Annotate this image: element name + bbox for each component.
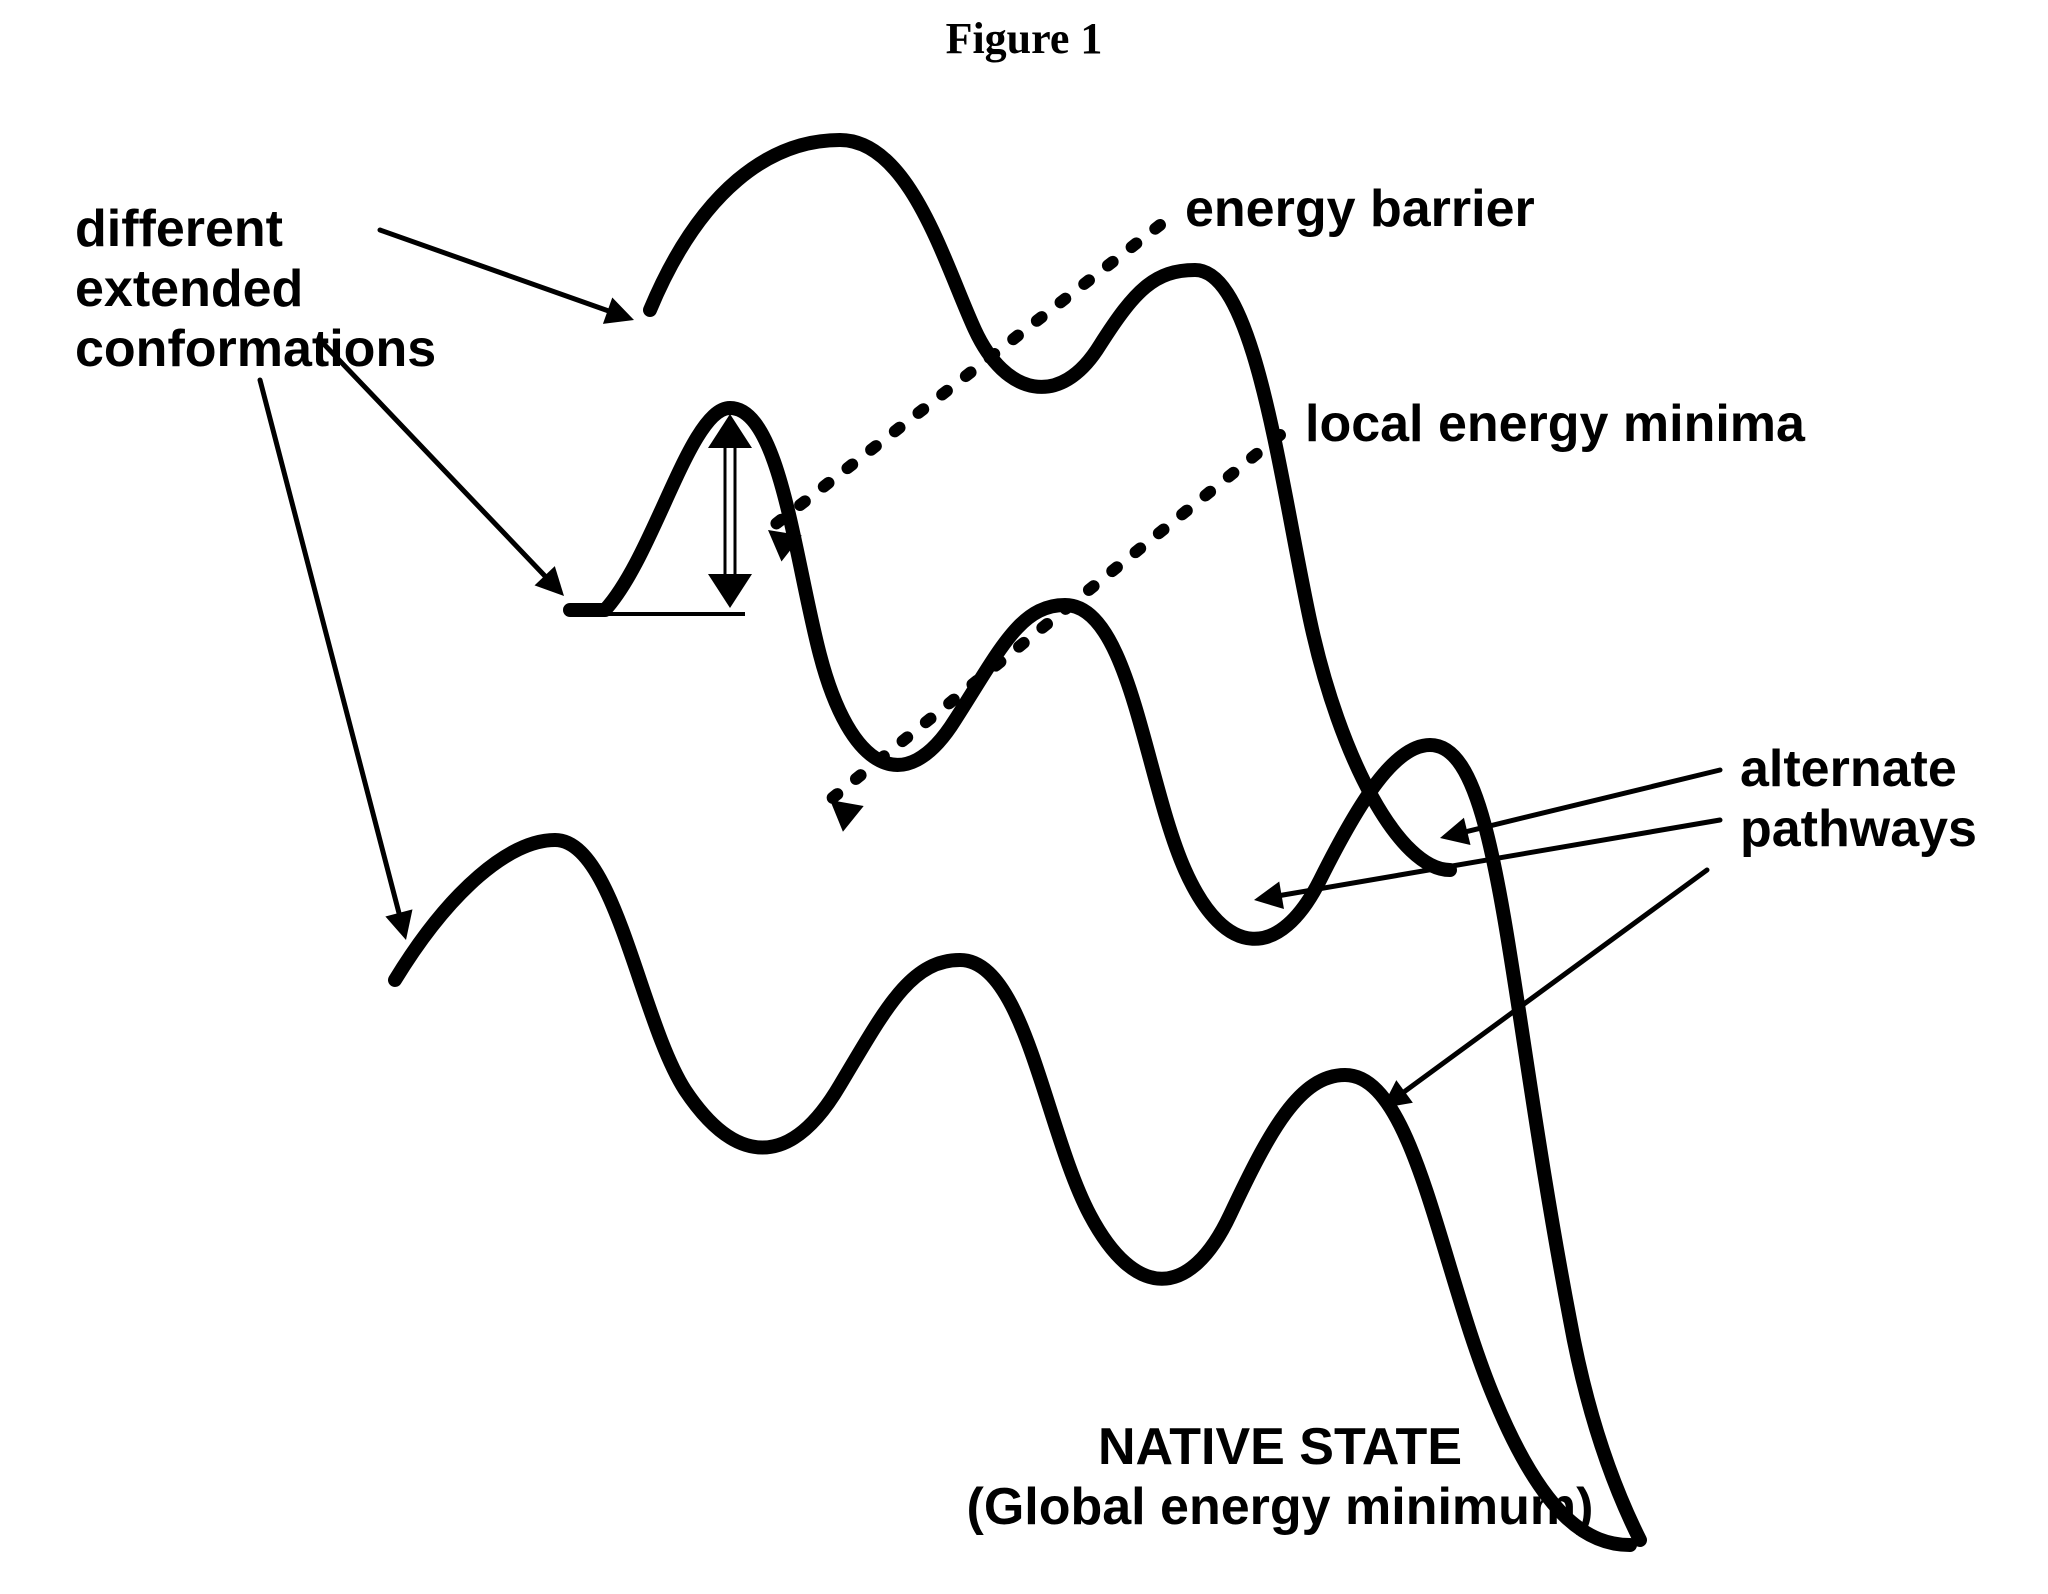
label-local-energy-minima: local energy minima [1305,395,1805,455]
arrowhead-alternate-to-curve2 [1254,881,1284,909]
arrowhead-local_energy_minima_tip [830,800,864,832]
label-energy-barrier: energy barrier [1185,180,1535,240]
energy-barrier-double-arrow [708,414,752,608]
label-native-state: NATIVE STATE (Global energy minimum) [256,1418,2048,1538]
dotted-energy-barrier [768,225,1160,530]
energy-curve-1 [650,140,1450,870]
arrow-different-to-curve3 [260,380,399,913]
arrow-alternate-to-curve1 [1467,770,1720,831]
arrow-alternate-to-curve3 [1405,870,1707,1091]
label-alternate-pathways: alternate pathways [1740,740,1977,860]
label-different-extended-conformations: different extended conformations [75,200,436,379]
barrier-arrow-head-bottom [708,574,752,608]
arrowhead-alternate-to-curve1 [1440,818,1471,845]
arrowhead-different-to-curve3 [385,909,412,940]
dotted-local-energy-minima [830,435,1280,800]
